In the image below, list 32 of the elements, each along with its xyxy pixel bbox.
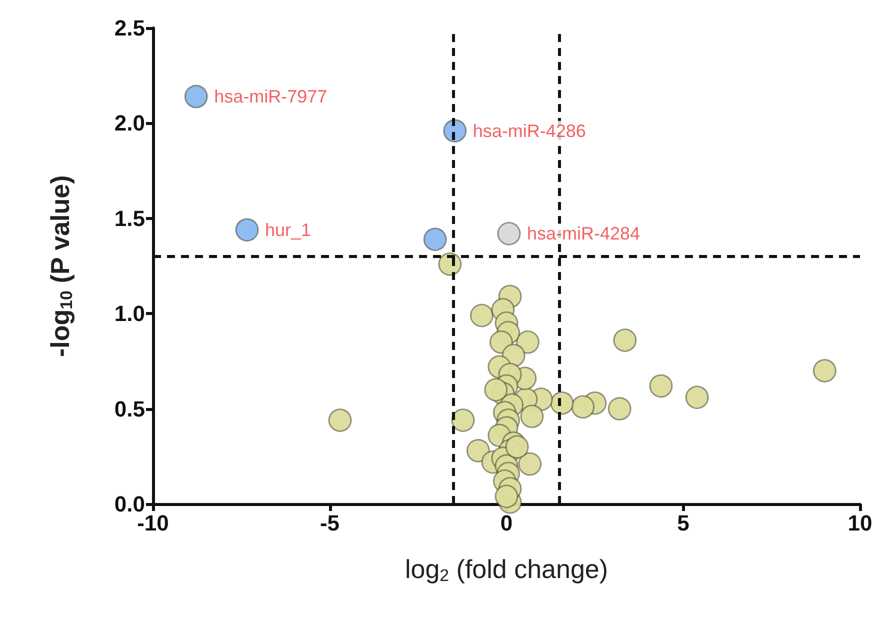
point: [649, 374, 673, 398]
annotation: hur_1: [265, 220, 312, 240]
point: [494, 484, 518, 508]
point: [497, 222, 521, 246]
y-tick-label: 2.0: [114, 110, 145, 136]
point: [184, 84, 208, 108]
x-tick-label: 5: [677, 510, 690, 536]
annotation: hsa-miR-7977: [214, 86, 328, 107]
point: [466, 438, 490, 462]
x-tick-label: 10: [848, 510, 872, 536]
y-tick-label: 0.5: [114, 396, 145, 422]
point: [518, 452, 542, 476]
point: [812, 358, 836, 382]
point: [608, 397, 632, 421]
x-tick-label: -5: [320, 510, 340, 536]
y-tick-label: 2.5: [114, 16, 145, 40]
point: [423, 228, 447, 252]
y-tick-label: 1.0: [114, 301, 145, 326]
x-tick-label: 0: [500, 510, 513, 536]
y-axis-title: -log10 (P value): [45, 175, 76, 358]
point: [328, 408, 352, 432]
point: [484, 378, 508, 402]
annotation: hsa-miR-4286: [472, 120, 586, 141]
point: [685, 386, 709, 410]
annotation: hsa-miR-4284: [526, 224, 640, 244]
point: [571, 395, 595, 419]
point: [613, 328, 637, 352]
y-tick-label: 1.5: [114, 206, 145, 231]
point: [520, 404, 544, 428]
point: [470, 304, 494, 328]
point: [235, 218, 259, 242]
point: [451, 408, 475, 432]
